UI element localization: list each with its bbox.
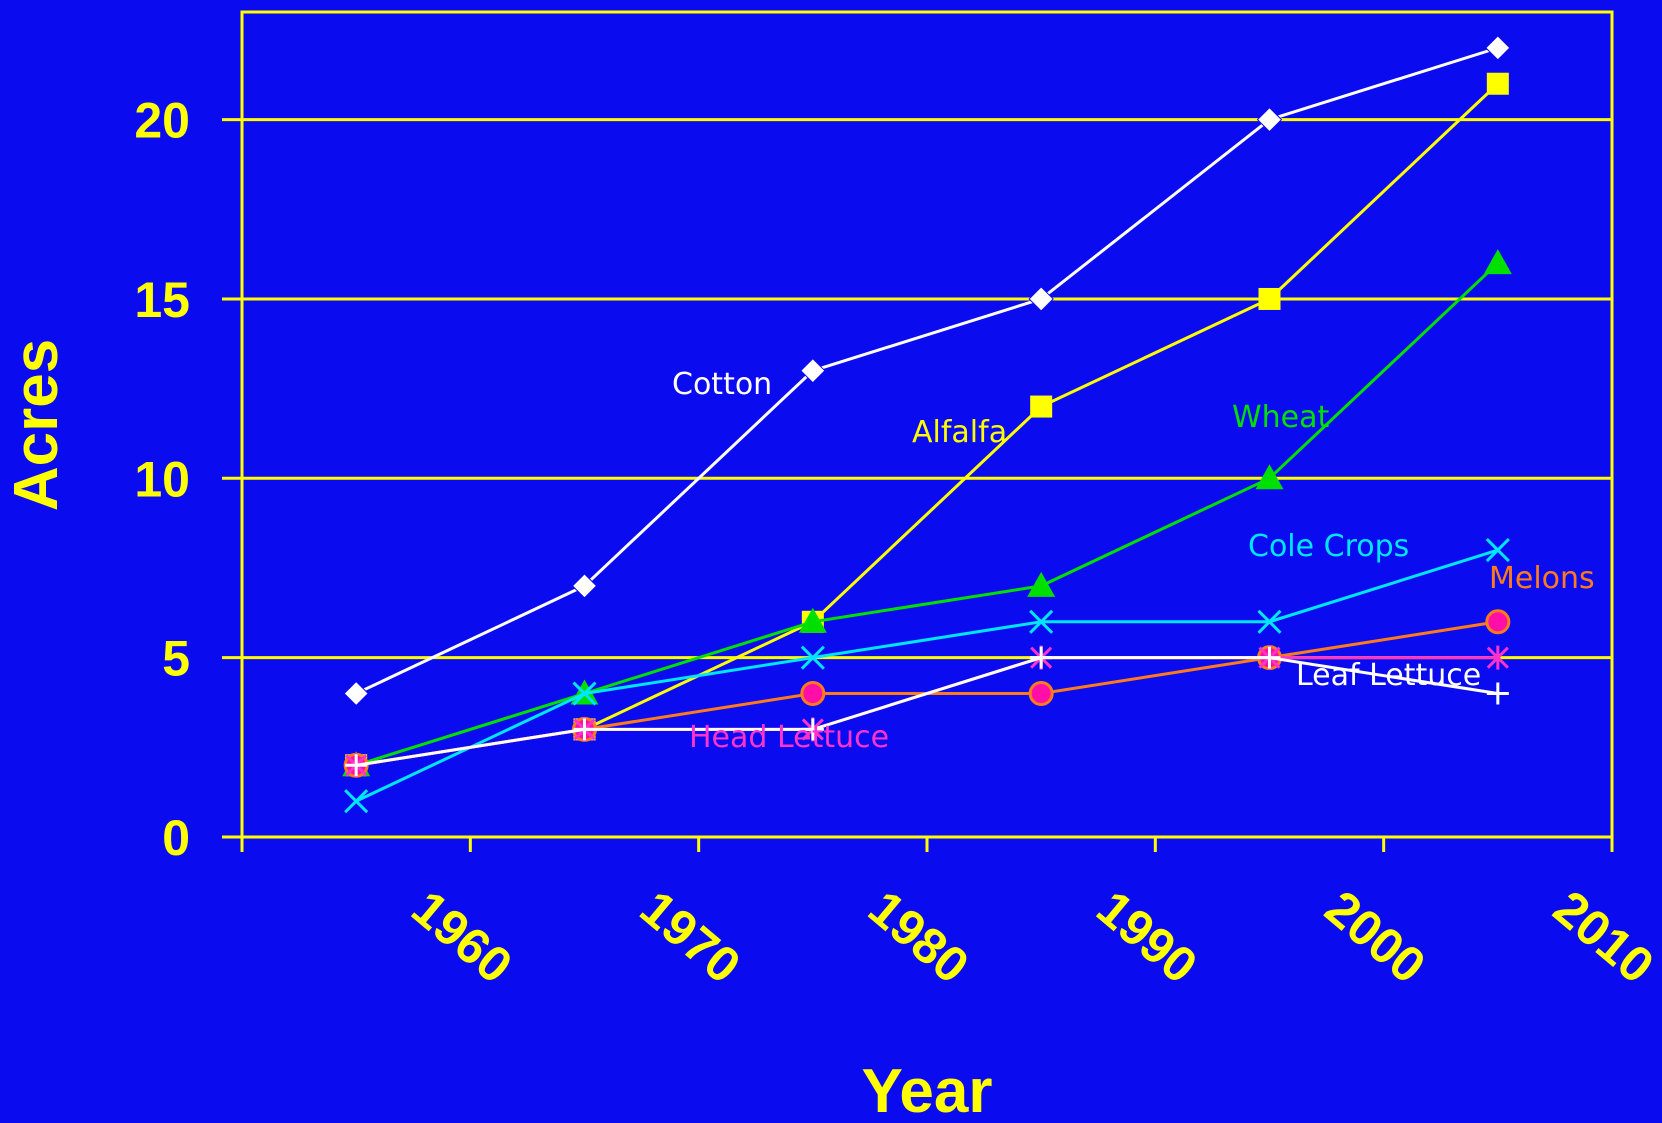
x-axis-title: Year xyxy=(861,1057,992,1118)
series-line xyxy=(355,656,1499,767)
data-point-star xyxy=(1486,645,1509,670)
data-point-x xyxy=(800,645,825,670)
data-point-diamond xyxy=(1028,286,1054,312)
data-point-diamond xyxy=(571,573,598,599)
data-point-circle xyxy=(800,681,826,707)
data-point-triangle xyxy=(1483,249,1512,275)
series-label-cole-crops: Cole Crops xyxy=(1248,529,1409,564)
data-point-circle xyxy=(1485,609,1511,635)
series-labels: Cotton Alfalfa Wheat Cole Crops Melons Head L… xyxy=(672,367,1595,755)
series-label-alfalfa: Alfalfa xyxy=(912,415,1007,450)
data-point-circle xyxy=(1028,681,1054,707)
data-point-x xyxy=(572,681,597,706)
data-point-plus xyxy=(345,754,368,777)
series-label-head-lettuce: Head Lettuce xyxy=(689,720,889,755)
series-label-wheat: Wheat xyxy=(1232,400,1330,435)
series-line xyxy=(355,46,1499,695)
series-line xyxy=(355,548,1499,803)
data-point-diamond xyxy=(1256,106,1283,133)
y-tick-label: 15 xyxy=(134,272,190,328)
series-label-cotton: Cotton xyxy=(672,367,772,402)
data-point-triangle xyxy=(1027,571,1056,597)
data-point-x xyxy=(1257,609,1282,634)
y-tick-label: 20 xyxy=(134,93,190,149)
data-point-x xyxy=(344,789,369,814)
data-point-plus xyxy=(1486,682,1509,705)
series-cole-crops xyxy=(344,537,1510,814)
y-tick-label: 0 xyxy=(162,810,190,866)
series-label-leaf-lettuce: Leaf Lettuce xyxy=(1296,658,1481,693)
y-tick-label: 10 xyxy=(134,451,190,507)
y-axis-title: Acres xyxy=(2,339,71,511)
data-point-diamond xyxy=(1485,35,1511,61)
data-point-x xyxy=(1029,609,1054,634)
data-point-square xyxy=(1258,287,1281,310)
data-point-diamond xyxy=(343,680,369,707)
series-line xyxy=(355,261,1499,767)
data-point-diamond xyxy=(800,357,826,384)
data-point-triangle xyxy=(798,607,827,633)
data-point-plus xyxy=(573,718,596,741)
series-label-melons: Melons xyxy=(1489,561,1595,596)
series-cotton xyxy=(343,35,1511,707)
data-point-plus xyxy=(801,718,824,741)
data-point-triangle xyxy=(1255,464,1284,490)
data-point-square xyxy=(1030,395,1053,418)
data-point-x xyxy=(1485,537,1510,563)
y-tick-label: 5 xyxy=(162,631,190,687)
series-leaf-lettuce xyxy=(345,646,1509,777)
data-point-plus xyxy=(1258,646,1281,669)
data-point-plus xyxy=(1030,646,1053,669)
data-point-square xyxy=(1486,72,1509,95)
series-lines xyxy=(342,35,1512,814)
